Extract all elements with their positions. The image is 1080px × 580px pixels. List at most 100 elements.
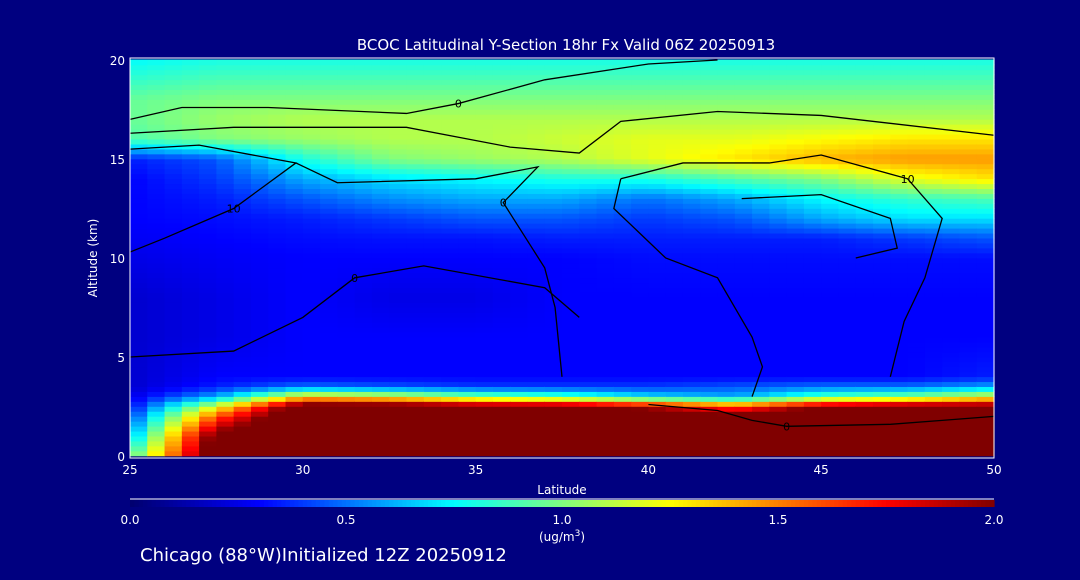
heatmap-cell [717,311,736,318]
heatmap-cell [907,445,926,452]
heatmap-cell [769,227,788,234]
heatmap-cell [942,410,961,417]
colorbar-segment [877,500,883,507]
heatmap-cell [682,232,701,239]
heatmap-cell [596,188,615,194]
heatmap-cell [579,326,598,333]
heatmap-cell [130,386,148,392]
heatmap-cell [423,109,442,115]
colorbar-segment [842,500,848,507]
heatmap-cell [838,331,857,338]
heatmap-cell [181,410,200,417]
heatmap-cell [475,272,494,279]
heatmap-cell [769,336,788,343]
heatmap-cell [268,222,287,229]
heatmap-cell [717,89,736,95]
heatmap-cell [976,425,995,432]
heatmap-cell [250,242,269,249]
heatmap-cell [665,69,684,76]
heatmap-cell [475,188,494,194]
x-tick-label: 35 [468,463,483,477]
heatmap-cell [320,302,338,308]
heatmap-cell [337,212,356,219]
heatmap-cell [855,99,874,105]
colorbar-segment [907,500,913,507]
heatmap-cell [942,128,961,135]
heatmap-cell [942,203,961,209]
heatmap-cell [199,69,217,76]
colorbar-segment [579,500,585,507]
heatmap-cell [389,445,408,452]
heatmap-cell [389,148,408,155]
heatmap-cell [510,252,529,259]
heatmap-cell [769,401,788,407]
heatmap-cell [337,401,356,407]
heatmap-cell [475,336,494,343]
heatmap-cell [268,203,287,209]
heatmap-cell [406,361,425,368]
colorbar-segment [441,500,446,507]
heatmap-cell [907,252,926,259]
heatmap-cell [596,109,615,115]
heatmap-cell [579,376,598,383]
heatmap-cell [769,133,788,140]
heatmap-cell [579,208,598,214]
heatmap-cell [441,252,459,259]
heatmap-cell [337,168,356,175]
heatmap-cell [337,173,356,180]
colorbar-segment [479,500,485,507]
heatmap-cell [700,371,719,378]
heatmap-cell [492,381,511,387]
heatmap-cell [164,222,183,229]
heatmap-cell [337,341,356,348]
heatmap-cell [855,217,874,224]
heatmap-cell [337,381,356,387]
heatmap-cell [890,59,909,66]
heatmap-cell [631,262,649,269]
heatmap-cell [855,435,874,442]
heatmap-cell [337,208,356,214]
heatmap-cell [924,84,943,90]
heatmap-cell [181,401,200,407]
heatmap-cell [786,272,805,279]
heatmap-cell [734,99,753,105]
heatmap-cell [700,341,719,348]
heatmap-cell [752,133,770,140]
heatmap-cell [648,391,667,397]
heatmap-cell [233,346,252,353]
heatmap-cell [838,148,857,155]
x-tick-label: 40 [641,463,656,477]
heatmap-cell [181,84,200,90]
heatmap-cell [337,430,356,437]
heatmap-cell [285,79,304,86]
colorbar-segment [363,500,369,507]
heatmap-cell [285,198,304,204]
heatmap-cell [492,153,511,160]
heatmap-cell [302,292,321,298]
heatmap-cell [250,227,269,234]
heatmap-cell [752,183,770,189]
heatmap-cell [458,356,477,363]
heatmap-cell [976,420,995,427]
colorbar-segment [376,500,382,507]
heatmap-cell [164,237,183,244]
heatmap-cell [268,183,287,189]
heatmap-cell [700,262,719,269]
heatmap-cell [406,277,425,284]
heatmap-cell [562,198,580,204]
heatmap-cell [181,178,200,185]
heatmap-cell [942,168,961,175]
heatmap-cell [406,138,425,145]
heatmap-cell [907,272,926,279]
heatmap-cell [786,113,805,120]
heatmap-cell [838,158,857,165]
heatmap-cell [734,168,753,175]
heatmap-cell [562,410,580,417]
heatmap-cell [233,386,252,392]
heatmap-cell [838,198,857,204]
heatmap-cell [786,118,805,125]
heatmap-cell [458,391,477,397]
colorbar-segment [307,500,313,507]
heatmap-cell [821,435,840,442]
heatmap-cell [371,425,390,432]
